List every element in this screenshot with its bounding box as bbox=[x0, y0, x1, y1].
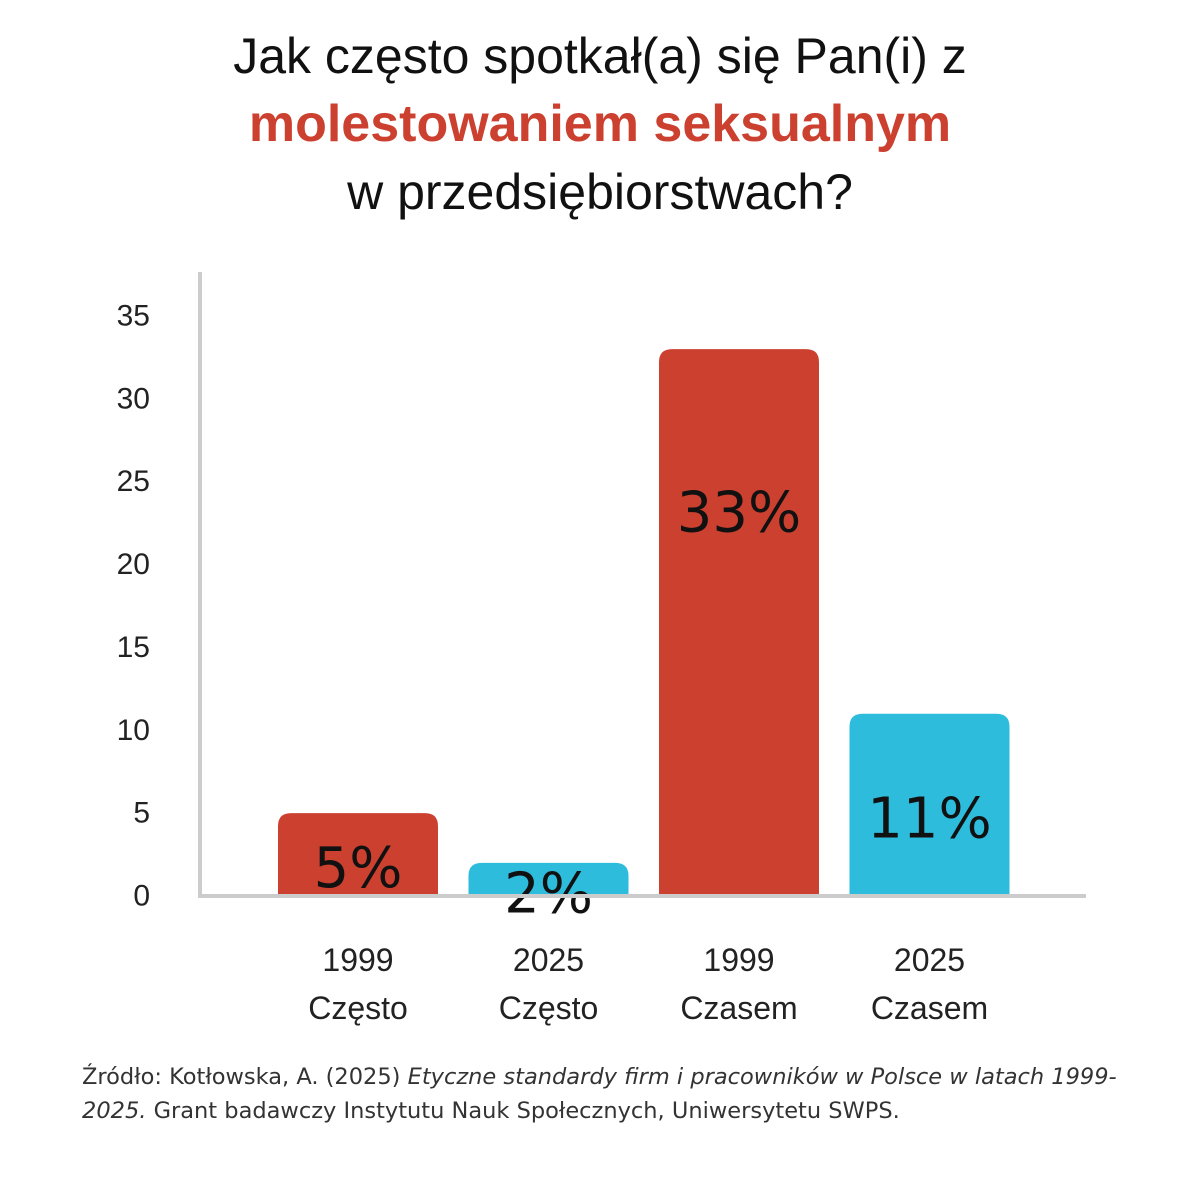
category-labels: 1999 Często 2025 Często 1999 Czasem 2025 Czasem bbox=[308, 942, 988, 1026]
source-title: Etyczne standardy firm i pracowników w P… bbox=[82, 1064, 1117, 1124]
bar-1999-często bbox=[278, 813, 438, 896]
y-tick-label: 20 bbox=[117, 548, 150, 581]
category-frequency-label: Czasem bbox=[871, 990, 988, 1026]
y-tick-label: 15 bbox=[117, 631, 150, 664]
value-label: 5% bbox=[314, 836, 403, 901]
y-tick-label: 30 bbox=[117, 382, 150, 415]
y-tick-label: 35 bbox=[117, 300, 150, 333]
category-frequency-label: Często bbox=[308, 990, 408, 1026]
y-tick-label: 5 bbox=[133, 797, 150, 830]
value-label: 33% bbox=[677, 481, 801, 546]
category-year-label: 1999 bbox=[703, 942, 774, 978]
source-prefix: Źródło: Kotłowska, A. (2025) bbox=[82, 1064, 408, 1090]
source-suffix: Grant badawczy Instytutu Nauk Społecznyc… bbox=[146, 1098, 900, 1124]
y-tick-label: 25 bbox=[117, 465, 150, 498]
bar-2025-czasem bbox=[849, 713, 1010, 896]
category-frequency-label: Czasem bbox=[680, 990, 797, 1026]
title-line-1: Jak często spotkał(a) się Pan(i) z bbox=[233, 28, 967, 84]
bar-1999-czasem bbox=[659, 349, 819, 897]
y-tick-label: 0 bbox=[133, 880, 150, 913]
bar-2025-często bbox=[468, 862, 629, 896]
category-year-label: 1999 bbox=[322, 942, 393, 978]
value-label: 11% bbox=[867, 786, 991, 851]
title-line-3: w przedsiębiorstwach? bbox=[347, 164, 853, 220]
bars bbox=[278, 349, 1010, 897]
category-year-label: 2025 bbox=[894, 942, 965, 978]
y-axis-ticks: 0 5 10 15 20 25 30 35 bbox=[117, 300, 150, 913]
title-highlight: molestowaniem seksualnym bbox=[248, 95, 952, 153]
category-year-label: 2025 bbox=[513, 942, 584, 978]
source-note: Źródło: Kotłowska, A. (2025) Etyczne sta… bbox=[82, 1060, 1142, 1128]
y-tick-label: 10 bbox=[117, 714, 150, 747]
category-frequency-label: Często bbox=[499, 990, 599, 1026]
chart-title: Jak często spotkał(a) się Pan(i) z moles… bbox=[0, 22, 1200, 226]
